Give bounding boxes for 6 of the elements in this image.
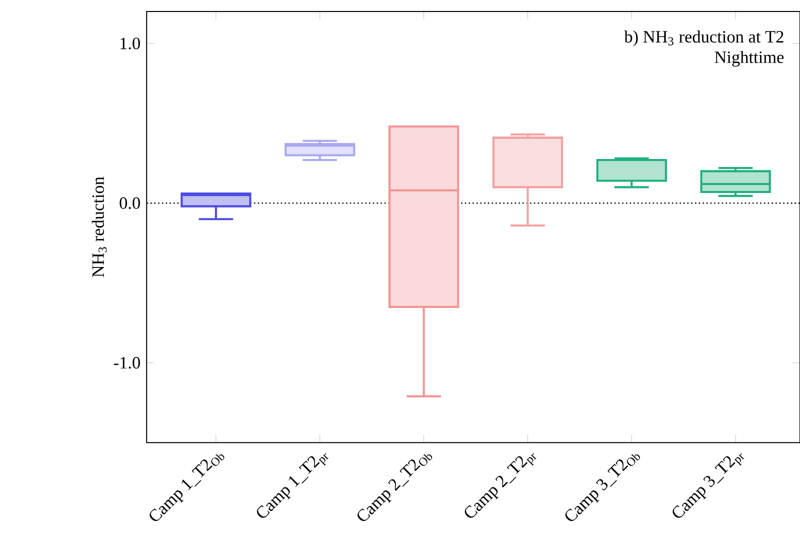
y-tick-label: -1.0 xyxy=(114,356,140,369)
text: b) NH$_{3}$ reduction at T2 xyxy=(624,30,784,46)
text: Nighttime xyxy=(714,50,784,67)
y-tick-label: 1.0 xyxy=(120,38,140,50)
y-tick-label: 0.0 xyxy=(120,197,140,209)
y-axis-title: NH$_{3}$ reduction xyxy=(92,176,107,278)
